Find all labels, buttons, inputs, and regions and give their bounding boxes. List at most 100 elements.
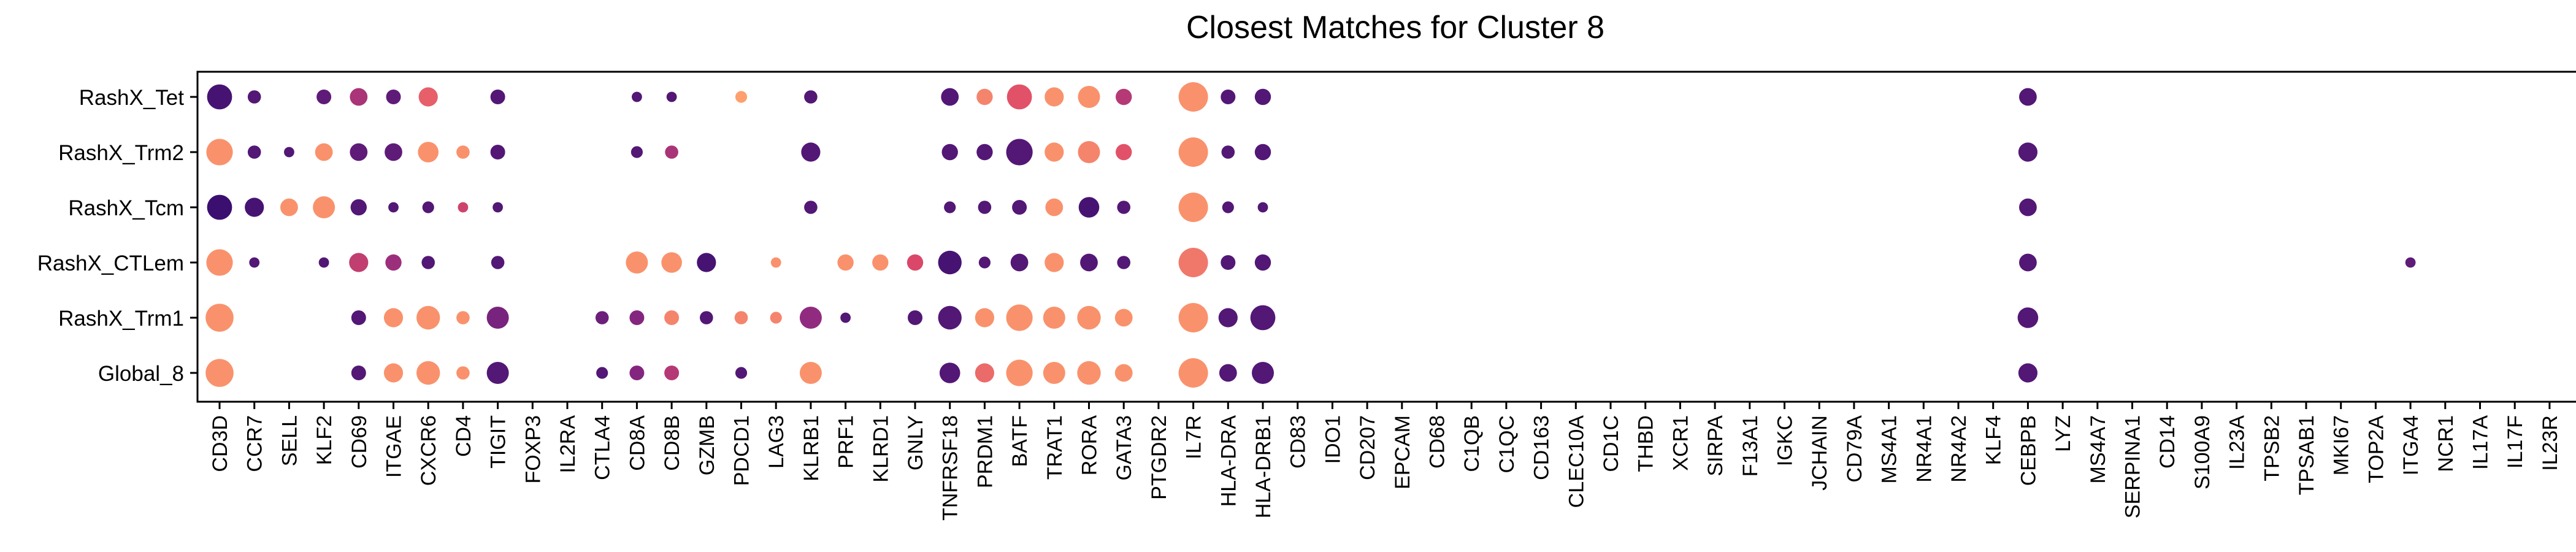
x-tick-label: F13A1 xyxy=(1739,415,1762,477)
y-tick-label: RashX_Trm1 xyxy=(58,307,184,331)
dot-point xyxy=(2019,88,2037,106)
x-tick-label: KLF4 xyxy=(1982,415,2006,465)
dot-point xyxy=(207,84,232,110)
x-tick-label: IGKC xyxy=(1774,415,1797,466)
y-tick-label: RashX_Trm2 xyxy=(58,141,184,165)
x-tick-label: PTGDR2 xyxy=(1148,415,1171,500)
x-tick-label: IL23R xyxy=(2539,415,2562,471)
dot-point xyxy=(1045,87,1064,107)
x-axis: CD3D CCR7 SELL KLF2 CD69 ITGAE CXCR6 CD4 TIGIT FO… xyxy=(209,402,2562,521)
dot-point xyxy=(976,88,993,105)
dot-point xyxy=(490,145,505,159)
dot-point xyxy=(490,90,505,104)
x-tick-label: CCR7 xyxy=(243,415,267,472)
dot-point xyxy=(2017,307,2039,328)
dot-point xyxy=(486,362,509,384)
x-tick-label: NR4A1 xyxy=(1912,415,1936,483)
dot-point xyxy=(456,145,470,159)
dot-point xyxy=(456,366,470,380)
dot-point xyxy=(351,310,366,325)
dot-point xyxy=(1010,253,1029,272)
dot-point xyxy=(1178,358,1208,388)
dot-point xyxy=(938,305,962,330)
x-tick-label: FOXP3 xyxy=(521,415,545,483)
x-tick-label: CD14 xyxy=(2156,415,2179,469)
dot-point xyxy=(1080,253,1098,272)
x-tick-label: JCHAIN xyxy=(1808,415,1831,491)
x-tick-label: EPCAM xyxy=(1391,415,1414,489)
dot-point xyxy=(804,90,818,104)
dot-point xyxy=(735,91,748,103)
dot-point xyxy=(629,310,645,325)
x-tick-label: PRDM1 xyxy=(973,415,997,488)
x-tick-label: S100A9 xyxy=(2191,415,2214,489)
dot-point xyxy=(386,90,401,104)
x-tick-label: PRF1 xyxy=(835,415,858,469)
dot-point xyxy=(734,311,748,324)
dot-point xyxy=(1218,308,1238,328)
dot-point xyxy=(837,254,854,271)
dot-point xyxy=(941,144,958,161)
y-tick-label: RashX_Tet xyxy=(79,86,184,110)
dot-point xyxy=(1045,142,1064,162)
x-tick-label: IL17A xyxy=(2469,415,2493,470)
dot-point xyxy=(1254,144,1271,161)
dot-point xyxy=(1043,307,1065,329)
dot-point xyxy=(315,143,333,161)
dot-point xyxy=(1012,200,1027,215)
dot-point xyxy=(596,367,608,379)
dot-point xyxy=(939,362,960,383)
x-tick-label: CXCR6 xyxy=(417,415,440,486)
dot-point xyxy=(418,87,438,107)
dot-point xyxy=(491,256,505,269)
dot-point xyxy=(313,196,335,218)
x-tick-label: CD69 xyxy=(348,415,371,469)
dot-point xyxy=(595,311,609,324)
x-tick-label: PDCD1 xyxy=(730,415,754,486)
x-tick-label: GNLY xyxy=(904,415,927,470)
dot-point xyxy=(631,146,643,158)
dot-point xyxy=(1045,198,1064,217)
dot-point xyxy=(1006,304,1033,331)
dot-point xyxy=(316,90,332,104)
x-tick-label: SIRPA xyxy=(1704,415,1727,477)
x-tick-label: XCR1 xyxy=(1669,415,1692,471)
dot-point xyxy=(1078,86,1100,108)
x-tick-label: KLF2 xyxy=(313,415,336,465)
dot-point xyxy=(2019,198,2037,217)
dot-point xyxy=(735,367,748,379)
x-tick-label: LAG3 xyxy=(765,415,788,469)
y-tick-label: RashX_Tcm xyxy=(68,196,184,220)
dot-point xyxy=(975,363,994,383)
x-tick-label: ITGA4 xyxy=(2399,415,2423,475)
dot-point xyxy=(1254,254,1271,271)
dot-point xyxy=(666,91,677,102)
dot-point xyxy=(385,143,402,161)
dot-point xyxy=(249,257,260,268)
x-tick-label: CD163 xyxy=(1530,415,1554,480)
dot-point xyxy=(351,366,366,380)
dot-point xyxy=(770,257,781,268)
x-tick-label: BATF xyxy=(1008,415,1032,467)
dot-point xyxy=(1222,201,1234,213)
dot-point xyxy=(1250,305,1276,331)
x-tick-label: MS4A1 xyxy=(1878,415,1901,484)
dot-point xyxy=(385,254,402,271)
dot-point xyxy=(697,253,716,272)
dot-point xyxy=(350,88,368,106)
dot-point xyxy=(1043,362,1065,384)
dot-point xyxy=(938,250,962,275)
y-tick-label: Global_8 xyxy=(98,362,184,386)
x-tick-label: CD1C xyxy=(1600,415,1623,472)
dot-point xyxy=(493,202,503,213)
dot-point xyxy=(2018,142,2037,162)
dot-point xyxy=(422,201,434,213)
dot-point xyxy=(1006,139,1033,166)
dot-point xyxy=(350,143,368,161)
dot-point xyxy=(416,305,440,330)
dot-point xyxy=(1078,141,1100,163)
x-tick-label: CEBPB xyxy=(2017,415,2040,486)
x-tick-label: CD4 xyxy=(452,415,475,457)
dot-point xyxy=(247,145,261,159)
